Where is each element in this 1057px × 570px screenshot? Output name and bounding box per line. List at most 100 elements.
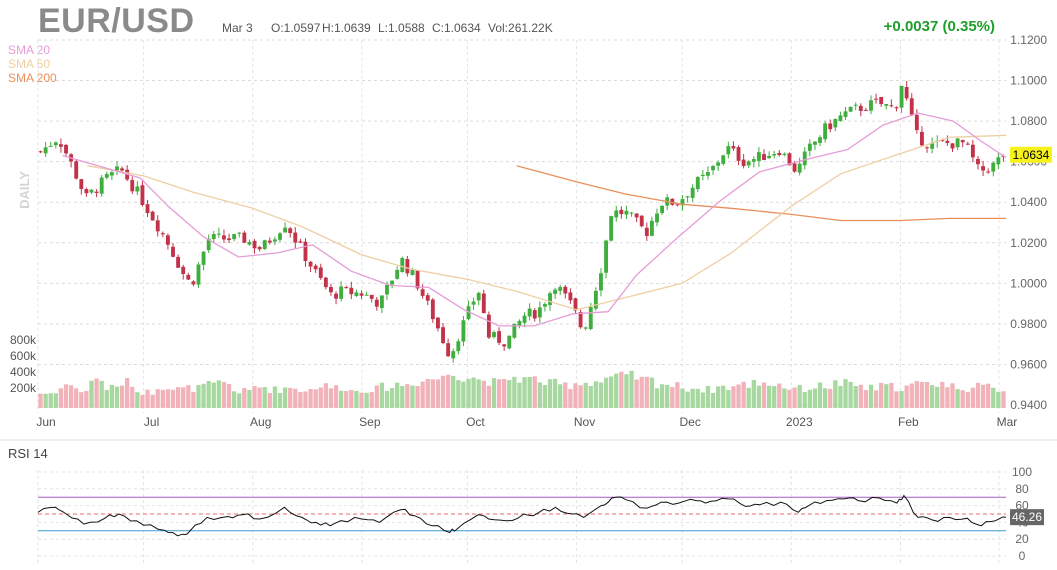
volume-bar xyxy=(410,385,415,408)
candle-body xyxy=(629,212,634,214)
volume-bar xyxy=(736,384,741,408)
price-tick-label: 1.0800 xyxy=(1010,114,1047,128)
volume-bar xyxy=(935,386,940,408)
candle-body xyxy=(960,140,965,143)
candle-body xyxy=(267,240,272,243)
volume-bar xyxy=(466,378,471,408)
volume-bar xyxy=(751,379,756,408)
candle-body xyxy=(481,293,486,313)
candle-body xyxy=(874,98,879,100)
volume-bar xyxy=(542,385,548,408)
candle-body xyxy=(604,240,608,273)
candle-body xyxy=(89,189,94,193)
candle-body xyxy=(858,105,863,111)
sma200-legend[interactable]: SMA 200 xyxy=(8,71,57,85)
volume-bar xyxy=(787,389,792,408)
candle-body xyxy=(364,294,369,296)
candle-body xyxy=(655,213,659,223)
volume-bar xyxy=(476,379,481,408)
candle-body xyxy=(430,299,435,320)
candle-body xyxy=(787,153,792,166)
candle-body xyxy=(339,286,344,299)
date-tick-label: Jul xyxy=(144,415,159,429)
volume-bar xyxy=(94,378,99,408)
candle-body xyxy=(425,295,430,301)
volume-bar xyxy=(960,390,965,408)
candle-body xyxy=(578,311,583,328)
candle-body xyxy=(211,234,216,240)
candle-body xyxy=(359,293,364,296)
candle-body xyxy=(181,266,186,274)
candle-body xyxy=(700,174,705,177)
volume-bars xyxy=(38,370,1006,408)
candle-body xyxy=(293,232,298,243)
sma20-line xyxy=(62,112,1007,327)
candle-body xyxy=(201,251,206,265)
candle-body xyxy=(741,159,746,166)
volume-bar xyxy=(206,380,211,408)
candle-body xyxy=(283,227,288,233)
candle-body xyxy=(38,151,43,153)
volume-bar xyxy=(451,375,456,408)
volume-bar xyxy=(879,382,884,408)
volume-tick-label: 200k xyxy=(10,381,37,395)
volume-bar xyxy=(558,384,563,408)
close-value: C:1.0634 xyxy=(432,21,481,35)
date-tick-label: Mar xyxy=(997,415,1018,429)
last-price-tag xyxy=(1010,146,1052,163)
price-tick-label: 1.0200 xyxy=(1010,236,1047,250)
sma50-legend[interactable]: SMA 50 xyxy=(8,57,51,71)
volume-bar xyxy=(639,376,644,408)
candle-body xyxy=(843,111,848,117)
volume-bar xyxy=(293,388,298,408)
volume-bar xyxy=(150,394,155,408)
candle-body xyxy=(731,146,736,149)
candle-body xyxy=(303,241,308,262)
volume-bar xyxy=(430,379,435,408)
volume-bar xyxy=(191,391,196,408)
volume-bar xyxy=(186,385,191,408)
candle-body xyxy=(588,307,593,330)
candle-body xyxy=(609,216,614,241)
volume-bar xyxy=(135,392,140,408)
price-tick-label: 1.0000 xyxy=(1010,276,1047,290)
volume-bar xyxy=(583,382,588,408)
candle-body xyxy=(889,105,894,107)
volume-bar xyxy=(384,390,390,408)
candle-body xyxy=(109,172,114,176)
date-tick-label: 2023 xyxy=(786,415,813,429)
volume-bar xyxy=(79,392,84,408)
candle-body xyxy=(272,239,277,242)
price-tick-label: 0.9800 xyxy=(1010,317,1047,331)
rsi-tick-label: 60 xyxy=(1015,499,1029,513)
volume-bar xyxy=(175,387,181,408)
quote-date: Mar 3 xyxy=(222,21,253,35)
volume-bar xyxy=(807,389,812,408)
volume-bar xyxy=(277,392,283,408)
volume-bar xyxy=(766,385,772,408)
candle-body xyxy=(751,159,756,162)
candle-body xyxy=(486,314,491,338)
candle-body xyxy=(502,344,507,347)
volume-bar xyxy=(252,386,257,408)
volume-bar xyxy=(58,388,64,408)
volume-bar xyxy=(211,382,216,408)
candle-body xyxy=(660,205,665,214)
volume-bar xyxy=(216,380,222,408)
sma20-legend[interactable]: SMA 20 xyxy=(8,43,51,57)
volume-bar xyxy=(996,391,1001,408)
volume-bar xyxy=(481,380,486,408)
volume-bar xyxy=(889,382,894,408)
volume-bar xyxy=(379,382,385,408)
volume-bar xyxy=(415,386,420,408)
volume-bar xyxy=(145,389,150,408)
candle-body xyxy=(385,284,389,295)
candle-body xyxy=(823,123,828,140)
volume-bar xyxy=(955,389,960,408)
candle-body xyxy=(334,293,338,299)
volume-bar xyxy=(603,377,609,408)
candle-body xyxy=(986,171,991,173)
volume-bar xyxy=(257,387,262,408)
volume-bar xyxy=(308,389,313,408)
